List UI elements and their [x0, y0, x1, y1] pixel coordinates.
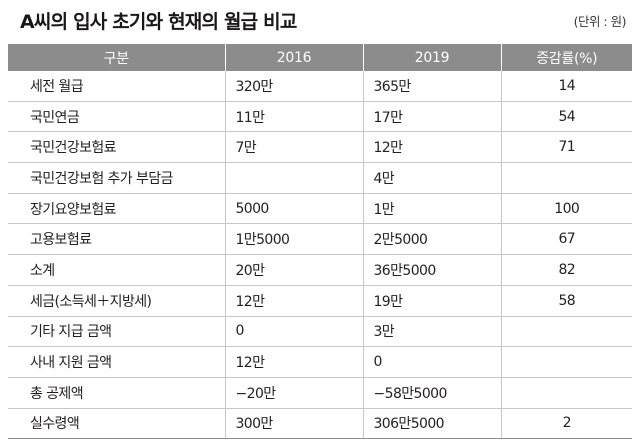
table-body: 세전 월급 320만 365만 14 국민연금 11만 17만 54 국민건강보… — [8, 71, 632, 440]
change-rate: 71 — [500, 131, 632, 164]
value-2016: 5000 — [224, 193, 363, 225]
table-row: 국민연금 11만 17만 54 — [8, 101, 632, 133]
value-2016: 0 — [224, 316, 363, 348]
table-row: 세전 월급 320만 365만 14 — [8, 71, 632, 102]
column-header-category: 구분 — [8, 44, 226, 71]
value-2019: 36만5000 — [362, 254, 501, 286]
change-rate — [500, 162, 632, 194]
value-2016: 1만5000 — [224, 223, 363, 256]
value-2016: 7만 — [224, 131, 363, 164]
table-row: 국민건강보험료 7만 12만 71 — [8, 131, 632, 164]
value-2016: 11만 — [224, 101, 363, 133]
value-2019: −58만5000 — [362, 377, 501, 409]
value-2019: 365만 — [362, 71, 501, 102]
change-rate: 100 — [500, 193, 632, 225]
unit-note: (단위 : 원) — [573, 14, 627, 29]
row-label: 기타 지급 금액 — [8, 316, 225, 348]
value-2019: 306만5000 — [362, 408, 501, 440]
column-header-2019: 2019 — [362, 44, 502, 71]
value-2019: 1만 — [362, 193, 501, 225]
value-2019: 0 — [362, 346, 501, 378]
value-2016: 12만 — [224, 346, 363, 378]
row-label: 장기요양보험료 — [8, 193, 225, 225]
row-label: 세전 월급 — [8, 71, 225, 102]
row-label: 고용보험료 — [8, 223, 225, 256]
table-row: 총 공제액 −20만 −58만5000 — [8, 377, 632, 409]
table-row: 국민건강보험 추가 부담금 4만 — [8, 162, 632, 194]
change-rate — [500, 316, 632, 348]
value-2019: 2만5000 — [362, 223, 501, 256]
row-label: 국민건강보험 추가 부담금 — [8, 162, 225, 194]
header-row: 구분 2016 2019 증감률(%) — [8, 44, 632, 71]
value-2019: 3만 — [362, 316, 501, 348]
change-rate: 67 — [500, 223, 632, 256]
value-2016 — [224, 162, 363, 194]
column-header-change-rate: 증감률(%) — [500, 44, 632, 71]
value-2019: 4만 — [362, 162, 501, 194]
change-rate: 82 — [500, 254, 632, 286]
table-header: 구분 2016 2019 증감률(%) — [8, 44, 632, 71]
column-header-2016: 2016 — [224, 44, 364, 71]
row-label: 사내 지원 금액 — [8, 346, 225, 378]
row-label: 실수령액 — [8, 408, 225, 440]
change-rate: 54 — [500, 101, 632, 133]
table-row: 기타 지급 금액 0 3만 — [8, 316, 632, 348]
value-2016: 12만 — [224, 285, 363, 317]
table-row: 실수령액 300만 306만5000 2 — [8, 408, 632, 440]
value-2016: 20만 — [224, 254, 363, 286]
value-2019: 12만 — [362, 131, 501, 164]
row-label: 세금(소득세＋지방세) — [8, 285, 225, 317]
table-row: 장기요양보험료 5000 1만 100 — [8, 193, 632, 225]
salary-table: 구분 2016 2019 증감률(%) 세전 월급 320만 365만 14 국… — [8, 44, 632, 440]
table-row: 고용보험료 1만5000 2만5000 67 — [8, 223, 632, 256]
row-label: 국민건강보험료 — [8, 131, 225, 164]
row-label: 국민연금 — [8, 101, 225, 133]
row-label: 총 공제액 — [8, 377, 225, 409]
table-row: 세금(소득세＋지방세) 12만 19만 58 — [8, 285, 632, 317]
figure-header: A씨의 입사 초기와 현재의 월급 비교 (단위 : 원) — [8, 0, 632, 44]
change-rate — [500, 346, 632, 378]
value-2016: 300만 — [224, 408, 363, 440]
value-2019: 17만 — [362, 101, 501, 133]
row-label: 소계 — [8, 254, 225, 286]
value-2019: 19만 — [362, 285, 501, 317]
change-rate: 14 — [500, 71, 632, 102]
value-2016: 320만 — [224, 71, 363, 102]
figure-title: A씨의 입사 초기와 현재의 월급 비교 — [20, 11, 297, 33]
change-rate: 2 — [500, 408, 632, 440]
change-rate: 58 — [500, 285, 632, 317]
table-row: 소계 20만 36만5000 82 — [8, 254, 632, 286]
change-rate — [500, 377, 632, 409]
value-2016: −20만 — [224, 377, 363, 409]
table-row: 사내 지원 금액 12만 0 — [8, 346, 632, 378]
